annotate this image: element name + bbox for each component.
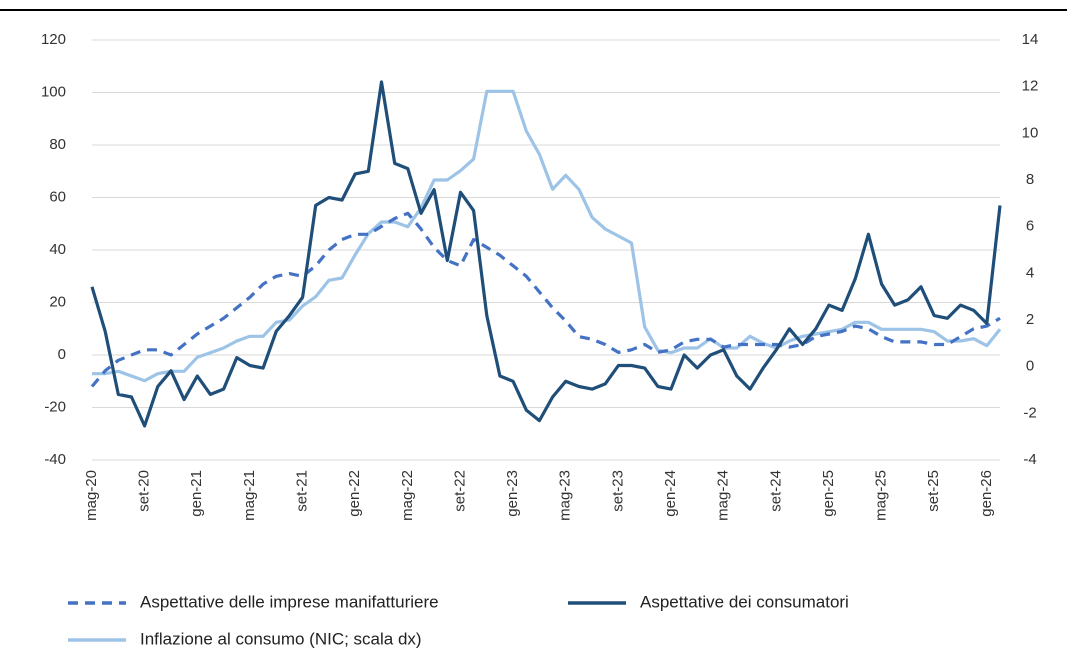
legend-label: Aspettative dei consumatori	[640, 592, 849, 611]
x-tick-label: set-24	[767, 470, 784, 512]
x-tick-label: gen-24	[662, 470, 679, 517]
y2-tick-label: 14	[1022, 31, 1039, 48]
legend-label: Inflazione al consumo (NIC; scala dx)	[140, 629, 422, 648]
y-tick-label: -40	[44, 451, 66, 468]
y-tick-label: 120	[41, 31, 66, 48]
x-tick-label: gen-23	[504, 470, 521, 517]
y2-tick-label: 2	[1026, 311, 1034, 328]
y-tick-label: -20	[44, 398, 66, 415]
y2-tick-label: 10	[1022, 124, 1039, 141]
y2-tick-label: 12	[1022, 78, 1039, 95]
series-line	[90, 211, 1001, 388]
y-tick-label: 100	[41, 83, 66, 100]
x-tick-label: gen-22	[346, 470, 363, 517]
y2-tick-label: -4	[1023, 451, 1036, 468]
y2-tick-label: 6	[1026, 218, 1034, 235]
y-tick-label: 40	[49, 241, 66, 258]
series-line	[90, 80, 1002, 428]
x-tick-label: mag-20	[83, 470, 100, 521]
y-tick-label: 20	[49, 293, 66, 310]
y2-tick-label: 4	[1026, 264, 1034, 281]
legend-label: Aspettative delle imprese manifatturiere	[140, 592, 439, 611]
x-tick-label: gen-26	[978, 470, 995, 517]
y2-tick-label: 0	[1026, 358, 1034, 375]
y2-tick-label: 8	[1026, 171, 1034, 188]
x-tick-label: mag-22	[399, 470, 416, 521]
x-tick-label: set-20	[136, 470, 153, 512]
y-tick-label: 80	[49, 136, 66, 153]
x-tick-label: set-21	[294, 470, 311, 512]
series-line	[92, 89, 1002, 383]
x-tick-label: set-22	[451, 470, 468, 512]
x-tick-label: mag-25	[873, 470, 890, 521]
x-tick-label: gen-25	[820, 470, 837, 517]
x-tick-label: set-23	[609, 470, 626, 512]
y-tick-label: 0	[58, 346, 66, 363]
y-tick-label: 60	[49, 188, 66, 205]
x-tick-label: set-25	[925, 470, 942, 512]
x-tick-label: gen-21	[188, 470, 205, 517]
x-tick-label: mag-23	[557, 470, 574, 521]
x-tick-label: mag-21	[241, 470, 258, 521]
x-tick-label: mag-24	[715, 470, 732, 521]
y2-tick-label: -2	[1023, 404, 1036, 421]
